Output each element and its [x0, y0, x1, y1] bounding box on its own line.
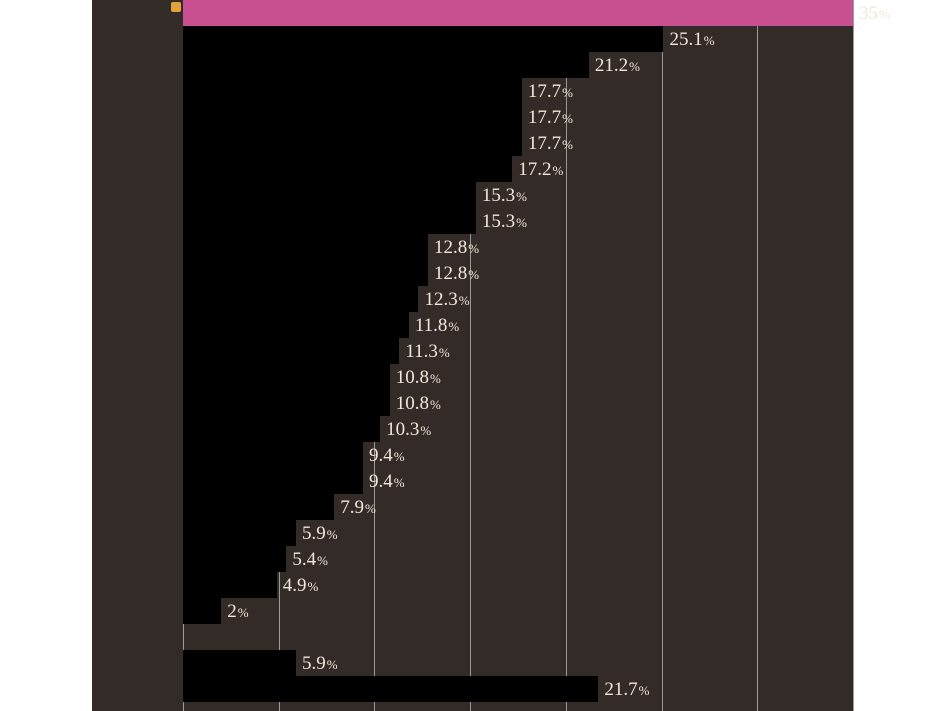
axis-tick: [853, 0, 854, 8]
bar-value-label: 15.3%: [482, 212, 527, 231]
bar-value-label: 15.3%: [482, 186, 527, 205]
bar-value-label: 35%: [859, 4, 890, 23]
bar: [183, 104, 522, 130]
bar-value-label: 10.3%: [386, 420, 431, 439]
bar-value-label: 12.8%: [434, 264, 479, 283]
bar: [183, 0, 853, 26]
bar-value-label: 5.9%: [302, 654, 338, 673]
bar: [183, 234, 428, 260]
bar: [183, 338, 399, 364]
bar-value-label: 21.2%: [595, 56, 640, 75]
bar-value-label: 9.4%: [369, 446, 405, 465]
bar: [183, 598, 221, 624]
bar-value-label: 11.3%: [405, 342, 449, 361]
bar-value-label: 12.3%: [424, 290, 469, 309]
gridline: [853, 0, 854, 711]
bar-value-label: 10.8%: [396, 394, 441, 413]
accent-marker: [171, 2, 181, 12]
bar-value-label: 17.7%: [528, 134, 573, 153]
bar-value-label: 4.9%: [283, 576, 319, 595]
bar: [183, 520, 296, 546]
bar-value-label: 17.7%: [528, 82, 573, 101]
bar-value-label: 2%: [227, 602, 248, 621]
bar-value-label: 9.4%: [369, 472, 405, 491]
bar: [183, 650, 296, 676]
bar-value-label: 17.7%: [528, 108, 573, 127]
bar: [183, 78, 522, 104]
bar-value-label: 5.4%: [292, 550, 328, 569]
bar: [183, 130, 522, 156]
bar: [183, 468, 363, 494]
bar-value-label: 25.1%: [669, 30, 714, 49]
chart-canvas: 35% 25.1% 21.2% 17.7% 17.7% 17.7% 17.2% 15.3% 15…: [0, 0, 940, 711]
bar: [183, 494, 334, 520]
bar-value-label: 5.9%: [302, 524, 338, 543]
gridline: [757, 0, 758, 711]
bar: [183, 260, 428, 286]
bar: [183, 26, 663, 52]
bar: [183, 572, 277, 598]
gridline: [662, 0, 663, 711]
bar: [183, 312, 409, 338]
bar: [183, 182, 476, 208]
bar: [183, 442, 363, 468]
bar-value-label: 12.8%: [434, 238, 479, 257]
bar: [183, 208, 476, 234]
bar-value-label: 17.2%: [518, 160, 563, 179]
bar-value-label: 21.7%: [604, 680, 649, 699]
bar: [183, 364, 390, 390]
bar-value-label: 11.8%: [415, 316, 459, 335]
bar-value-label: 10.8%: [396, 368, 441, 387]
bar: [183, 390, 390, 416]
bar: [183, 52, 589, 78]
bar: [183, 676, 598, 702]
bar: [183, 416, 380, 442]
bar: [183, 286, 418, 312]
bar: [183, 546, 286, 572]
bar: [183, 156, 512, 182]
bar-value-label: 7.9%: [340, 498, 376, 517]
